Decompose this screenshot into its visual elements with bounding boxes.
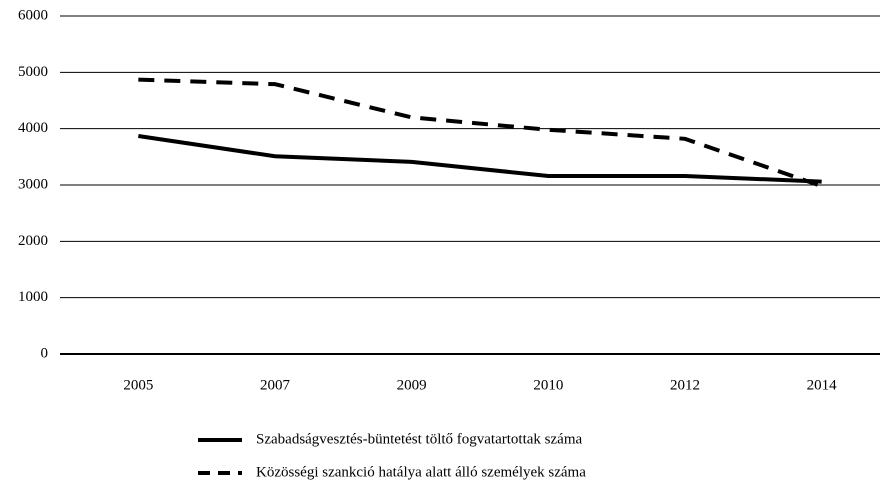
x-tick-label: 2010 — [533, 377, 563, 393]
y-tick-label: 6000 — [18, 7, 48, 23]
y-tick-label: 3000 — [18, 176, 48, 192]
legend-label: Szabadságvesztés-büntetést töltő fogvata… — [256, 431, 582, 447]
series-line — [138, 77, 823, 189]
series-line — [138, 134, 822, 184]
y-tick-label: 0 — [41, 345, 49, 361]
x-tick-label: 2012 — [670, 377, 700, 393]
x-tick-label: 2005 — [123, 377, 153, 393]
x-tick-label: 2007 — [260, 377, 291, 393]
x-tick-label: 2009 — [397, 377, 427, 393]
y-tick-label: 1000 — [18, 289, 48, 305]
y-tick-label: 5000 — [18, 64, 48, 80]
legend-label: Közösségi szankció hatálya alatt álló sz… — [256, 464, 586, 480]
y-tick-label: 4000 — [18, 120, 48, 136]
y-tick-label: 2000 — [18, 233, 48, 249]
x-tick-label: 2014 — [807, 377, 838, 393]
